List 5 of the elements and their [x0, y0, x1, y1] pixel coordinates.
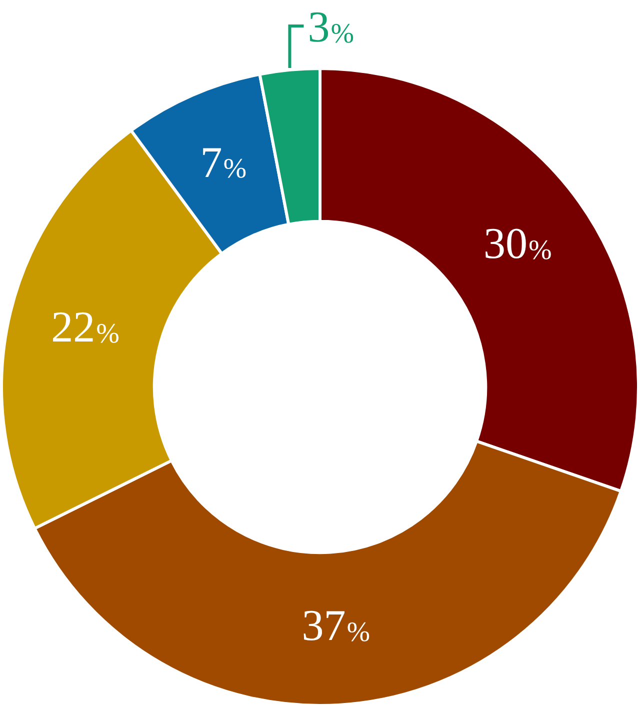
data-label: 7% — [200, 138, 247, 187]
data-label: 30% — [484, 219, 552, 268]
data-label: 37% — [302, 601, 370, 650]
data-label: 22% — [51, 302, 120, 352]
data-label: 3% — [308, 2, 354, 52]
